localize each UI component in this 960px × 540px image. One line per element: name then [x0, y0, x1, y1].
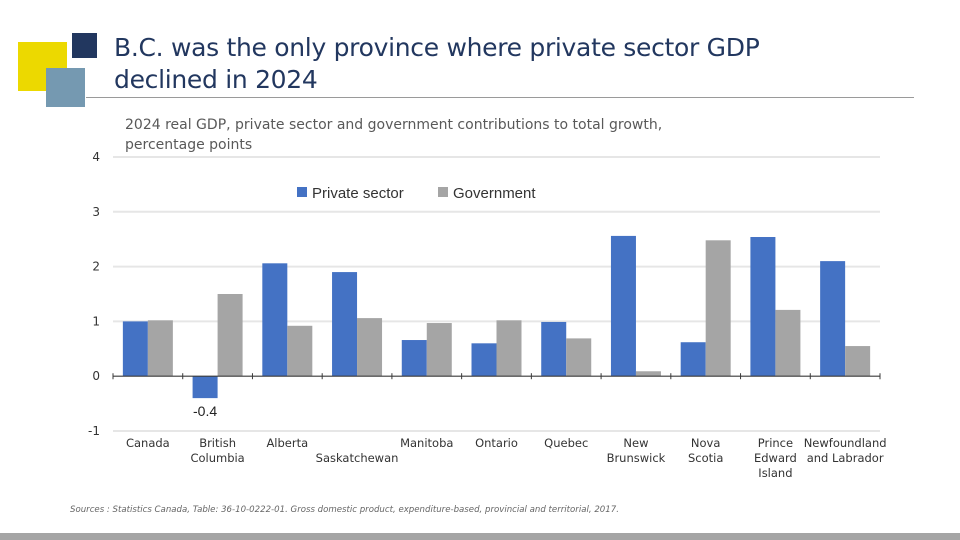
y-tick-label: 1 — [92, 314, 100, 328]
bar-private-sector — [192, 376, 218, 399]
x-category-label: Newfoundland and Labrador — [804, 436, 887, 465]
x-category-label-line: Manitoba — [400, 436, 453, 450]
chart-title-line2: percentage points — [125, 137, 253, 153]
decor-square-navy — [72, 33, 97, 58]
bar-private-sector — [750, 237, 776, 377]
bar-government — [147, 320, 173, 377]
x-category-label-line: Island — [758, 466, 792, 480]
y-tick-label: 4 — [92, 150, 100, 164]
x-category-label-line: Saskatchewan — [316, 451, 399, 465]
x-category-label: Alberta — [266, 436, 308, 450]
legend-swatch-private-sector — [297, 187, 307, 197]
x-category-label-line: Edward — [754, 451, 797, 465]
bar-government — [566, 338, 592, 377]
y-tick-label: -1 — [88, 424, 100, 438]
bar-government — [426, 323, 452, 377]
x-category-label-line: Alberta — [266, 436, 308, 450]
slide-title-line2: declined in 2024 — [114, 65, 318, 94]
chart-title-line1: 2024 real GDP, private sector and govern… — [125, 117, 663, 133]
x-category-label-line: and Labrador — [807, 451, 884, 465]
bar-private-sector — [401, 340, 427, 377]
x-category-label-line: Canada — [126, 436, 170, 450]
bar-government — [496, 320, 522, 377]
decor-square-steel — [46, 68, 85, 107]
chart-title: 2024 real GDP, private sector and govern… — [125, 115, 662, 155]
x-category-label-line: Ontario — [475, 436, 518, 450]
x-category-label-line: Scotia — [688, 451, 723, 465]
slide-title: B.C. was the only province where private… — [114, 32, 914, 96]
x-category-label: Saskatchewan — [316, 451, 399, 465]
bar-private-sector — [680, 342, 706, 377]
x-category-label-line: British — [199, 436, 236, 450]
x-category-label-line: Newfoundland — [804, 436, 887, 450]
y-tick-label: 2 — [92, 260, 100, 274]
x-category-label-line: Columbia — [190, 451, 244, 465]
bar-government — [775, 309, 801, 377]
x-category-label: New Brunswick — [607, 436, 666, 465]
x-category-label: Manitoba — [400, 436, 453, 450]
x-category-label: Ontario — [475, 436, 518, 450]
x-category-label-line: Nova — [691, 436, 721, 450]
bar-government — [357, 318, 383, 377]
bar-private-sector — [541, 321, 567, 377]
source-note: Sources : Statistics Canada, Table: 36-1… — [70, 505, 619, 515]
x-category-label-line: Prince — [758, 436, 793, 450]
x-category-label-line: Brunswick — [607, 451, 666, 465]
x-category-label: Quebec — [544, 436, 588, 450]
bar-private-sector — [122, 321, 148, 377]
bar-private-sector — [262, 263, 288, 377]
bar-government — [845, 346, 871, 377]
footer-bar — [0, 533, 960, 540]
y-tick-label: 0 — [92, 369, 100, 383]
x-category-label: Prince Edward Island — [754, 436, 797, 480]
data-label: -0.4 — [193, 403, 217, 419]
bar-government — [217, 294, 243, 377]
bar-government — [705, 240, 731, 377]
bar-government — [287, 325, 313, 377]
bar-government — [635, 371, 661, 377]
bar-private-sector — [610, 235, 636, 377]
legend-swatch-government — [438, 187, 448, 197]
legend-label: Government — [453, 185, 536, 202]
y-tick-label: 3 — [92, 205, 100, 219]
x-category-label: Nova Scotia — [688, 436, 723, 465]
x-category-label-line: Quebec — [544, 436, 588, 450]
bar-private-sector — [820, 261, 846, 377]
x-category-label-line: New — [623, 436, 648, 450]
bar-private-sector — [332, 272, 358, 377]
title-divider — [86, 97, 914, 98]
slide-title-line1: B.C. was the only province where private… — [114, 33, 760, 62]
legend-label: Private sector — [312, 185, 404, 202]
bar-private-sector — [471, 343, 497, 377]
x-category-label: British Columbia — [190, 436, 244, 465]
x-category-label: Canada — [126, 436, 170, 450]
